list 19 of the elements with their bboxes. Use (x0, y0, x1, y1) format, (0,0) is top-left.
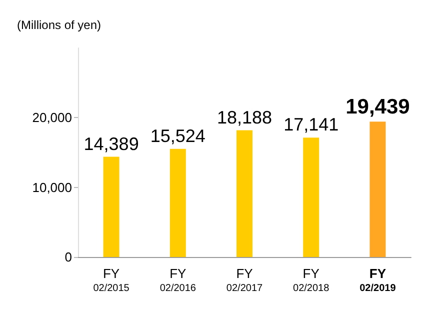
x-tick-label: FY 02/2016 (160, 266, 196, 294)
y-tick-label: 0 (64, 250, 72, 264)
y-tick-label: 20,000 (32, 110, 72, 126)
x-tick-label: FY 02/2015 (93, 266, 130, 294)
y-axis-title: (Millions of yen) (17, 18, 102, 32)
x-tick-label: FY 02/2018 (293, 266, 330, 294)
data-label: 17,141 (284, 114, 339, 135)
x-tick-label: FY 02/2017 (226, 266, 264, 294)
bar (170, 148, 186, 257)
data-label: 15,524 (150, 126, 206, 146)
bar (236, 130, 252, 257)
bar (303, 138, 320, 257)
x-tick-label: FY 02/2019 (360, 266, 396, 294)
bar (103, 156, 120, 257)
y-tick-label: 10,000 (32, 180, 72, 195)
data-label: 14,389 (84, 134, 139, 154)
data-label: 19,439 (346, 96, 410, 119)
data-label: 18,188 (216, 107, 272, 128)
bar (370, 122, 386, 257)
